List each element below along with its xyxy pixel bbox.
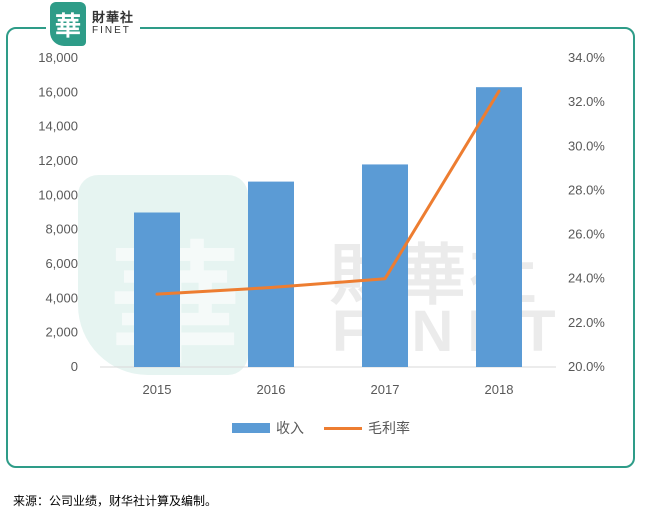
chart-frame: [6, 27, 635, 468]
logo-chinese-text: 財華社: [92, 10, 135, 26]
y-tick-label: 18,000: [38, 50, 78, 65]
y-tick-label: 0: [71, 359, 78, 374]
y-tick-label: 12,000: [38, 153, 78, 168]
bar-revenue-2015: [134, 212, 180, 367]
y2-tick-label: 28.0%: [568, 182, 605, 197]
y2-tick-label: 20.0%: [568, 359, 605, 374]
y-tick-label: 6,000: [45, 256, 78, 271]
y-tick-label: 2,000: [45, 325, 78, 340]
legend-item-margin: 毛利率: [324, 418, 410, 438]
bar-revenue-2016: [248, 181, 294, 367]
x-tick-label: 2016: [257, 382, 286, 397]
y-tick-label: 16,000: [38, 84, 78, 99]
legend-swatch-margin: [324, 426, 362, 430]
y2-tick-label: 32.0%: [568, 94, 605, 109]
x-tick-label: 2018: [485, 382, 514, 397]
y-tick-label: 10,000: [38, 187, 78, 202]
y2-tick-label: 24.0%: [568, 271, 605, 286]
line-gross-margin: [155, 89, 501, 296]
y2-tick-label: 22.0%: [568, 315, 605, 330]
y-tick-label: 4,000: [45, 290, 78, 305]
y2-tick-label: 34.0%: [568, 50, 605, 65]
source-note: 来源：公司业绩，财华社计算及编制。: [13, 494, 218, 508]
y2-tick-label: 26.0%: [568, 227, 605, 242]
bar-revenue-2017: [362, 164, 408, 367]
finet-logo-badge: 華: [50, 2, 86, 46]
y2-tick-label: 30.0%: [568, 138, 605, 153]
logo-english-text: FINET: [92, 24, 131, 36]
x-tick-label: 2017: [371, 382, 400, 397]
legend-label-margin: 毛利率: [368, 421, 410, 437]
finet-logo: 華 財華社 FINET: [46, 2, 141, 46]
legend-swatch-revenue: [232, 423, 270, 433]
y-tick-label: 14,000: [38, 119, 78, 134]
chart-legend: 收入 毛利率: [232, 418, 410, 438]
y-tick-label: 8,000: [45, 222, 78, 237]
x-tick-label: 2015: [143, 382, 172, 397]
legend-item-revenue: 收入: [232, 418, 304, 438]
legend-label-revenue: 收入: [276, 421, 304, 437]
bar-revenue-2018: [476, 87, 522, 367]
